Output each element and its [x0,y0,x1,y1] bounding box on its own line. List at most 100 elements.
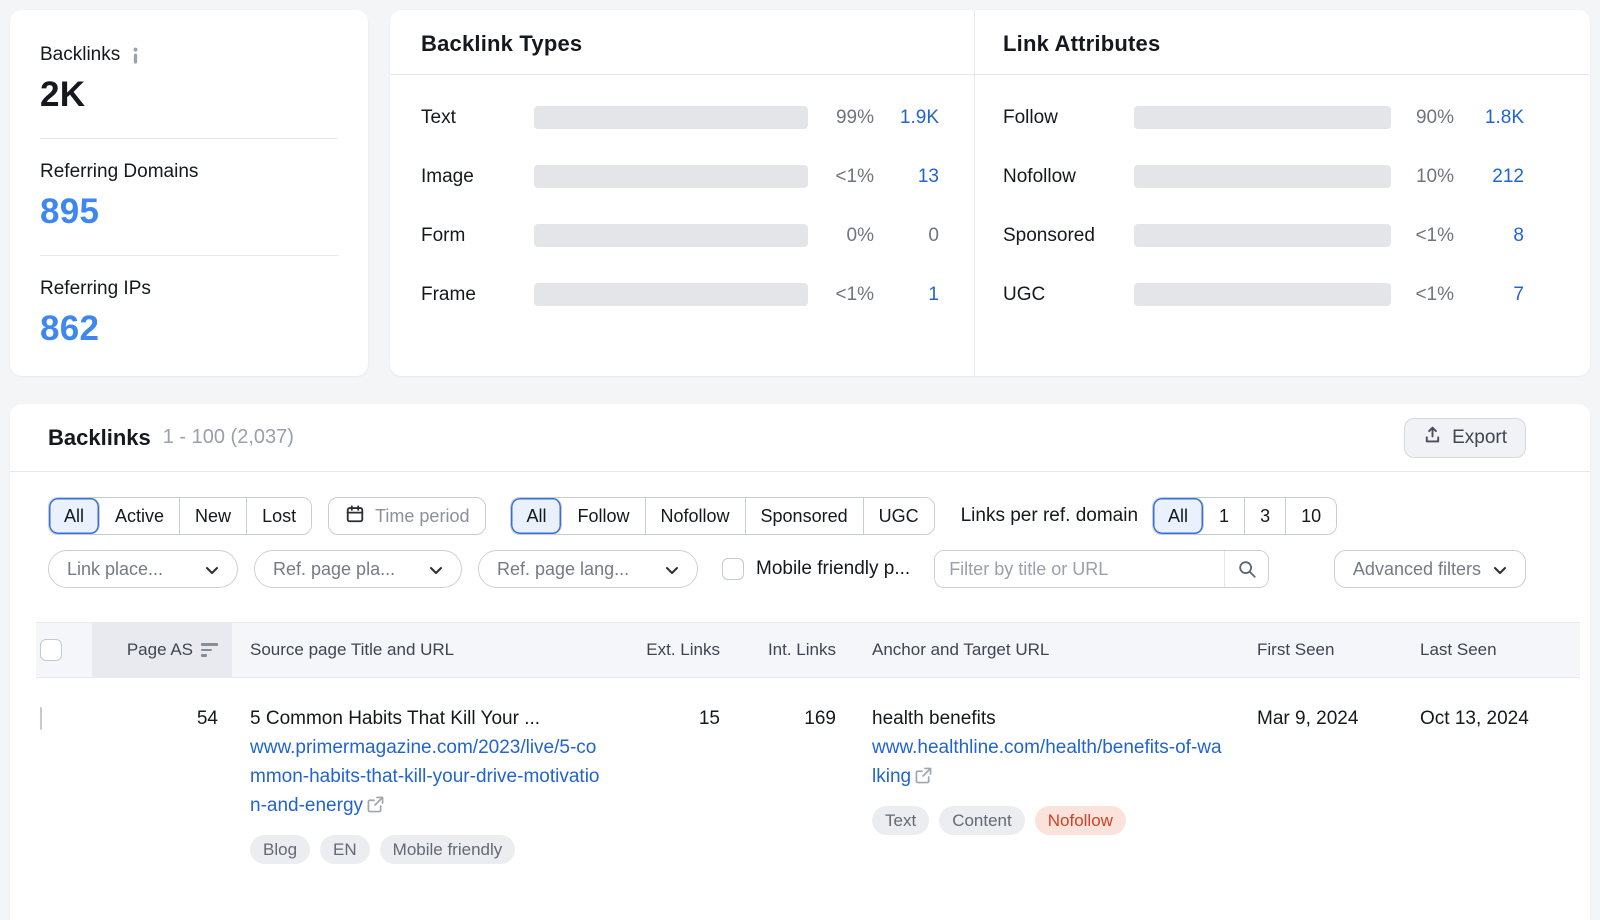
column-header-first-seen: First Seen [1257,640,1335,659]
status-option-active[interactable]: Active [100,498,181,534]
badge-mobile-friendly: Mobile friendly [379,835,516,864]
ref-page-language-dropdown[interactable]: Ref. page lang... [478,550,698,588]
link-placement-dropdown[interactable]: Link place... [48,550,238,588]
title-url-filter [934,550,1270,588]
bar-label: Form [421,224,466,246]
bar-percent: 99% [835,106,874,128]
bar-label: Follow [1003,106,1058,128]
bar-value-link[interactable]: 1 [928,283,939,305]
divider [975,74,1589,75]
backlinks-label: Backlinks [40,44,121,65]
time-period-button[interactable]: Time period [328,497,487,535]
row-checkbox[interactable] [40,707,42,730]
bar-percent: <1% [835,283,874,305]
attr-option-ugc[interactable]: UGC [863,498,934,534]
bar-row-text: Text 99% 1.9K [390,106,974,129]
select-all-checkbox[interactable] [40,639,62,661]
source-page-url[interactable]: www.primermagazine.com/2023/live/5-commo… [250,733,606,822]
lpd-option-all[interactable]: All [1153,498,1205,534]
info-icon[interactable] [129,47,142,64]
calendar-icon [345,504,365,529]
bar-percent: 0% [846,224,874,246]
referring-domains-value[interactable]: 895 [40,192,100,231]
upload-icon [1423,425,1442,450]
lpd-option-3[interactable]: 3 [1245,498,1287,534]
link-placement-label: Link place... [67,558,164,579]
cell-anchor: health benefits www.healthline.com/healt… [842,678,1242,864]
divider [40,138,338,139]
table-header-bar: Backlinks 1 - 100 (2,037) Export [10,404,1590,472]
ref-page-language-label: Ref. page lang... [497,558,630,579]
export-button[interactable]: Export [1404,417,1526,458]
attr-option-all[interactable]: All [511,498,563,534]
column-header-ext-links: Ext. Links [646,640,720,659]
cell-source: 5 Common Habits That Kill Your ... www.p… [232,678,630,864]
link-attributes-title: Link Attributes [1003,31,1161,56]
divider [390,74,974,75]
column-header-page-as[interactable]: Page AS [92,623,232,677]
bar-track [1134,106,1391,129]
attr-option-sponsored[interactable]: Sponsored [745,498,864,534]
bar-row-frame: Frame <1% 1 [390,283,974,306]
chevron-down-icon [665,559,679,580]
divider [40,255,338,256]
referring-ips-value[interactable]: 862 [40,309,100,348]
filters: All Active New Lost Time period All Foll… [10,472,1590,588]
result-range: 1 - 100 (2,037) [162,426,294,448]
column-header-int-links: Int. Links [767,640,836,659]
status-segmented-control: All Active New Lost [48,497,313,535]
mobile-friendly-label: Mobile friendly p... [756,558,911,579]
bar-row-form: Form 0% 0 [390,224,974,247]
search-icon [1238,561,1256,578]
lpd-option-1[interactable]: 1 [1204,498,1246,534]
export-label: Export [1452,426,1507,448]
anchor-text: health benefits [872,708,996,729]
cell-first-seen: Mar 9, 2024 [1257,708,1359,729]
search-input[interactable] [935,551,1225,587]
search-button[interactable] [1224,551,1269,587]
attr-option-follow[interactable]: Follow [562,498,646,534]
bar-row-nofollow: Nofollow 10% 212 [975,165,1589,188]
badge-language: EN [320,835,370,864]
chevron-down-icon [429,559,443,580]
cell-last-seen: Oct 13, 2024 [1420,708,1529,729]
bar-track [1134,165,1391,188]
cell-int-links: 169 [804,708,836,729]
source-page-title: 5 Common Habits That Kill Your ... [250,708,541,729]
status-option-all[interactable]: All [49,498,101,534]
bar-track [534,165,808,188]
ref-page-platform-label: Ref. page pla... [273,558,396,579]
sort-descending-icon[interactable] [201,643,218,657]
ref-page-platform-dropdown[interactable]: Ref. page pla... [254,550,462,588]
table-row: 54 5 Common Habits That Kill Your ... ww… [36,678,1580,864]
cell-page-as: 54 [196,708,218,729]
status-option-lost[interactable]: Lost [247,498,312,534]
badge-nofollow: Nofollow [1034,806,1126,835]
badge-content: Content [939,806,1025,835]
target-url[interactable]: www.healthline.com/health/benefits-of-wa… [872,733,1222,793]
bar-value-link[interactable]: 13 [917,165,939,187]
backlink-types-title: Backlink Types [421,31,583,56]
bar-value-link[interactable]: 1.9K [899,106,939,128]
backlink-types-panel: Backlink Types Text 99% 1.9K Image <1% 1… [390,10,975,376]
bar-value-link[interactable]: 212 [1492,165,1524,187]
table-column-headers: Page AS Source page Title and URL Ext. L… [36,622,1580,678]
external-link-icon[interactable] [915,764,932,793]
bar-value-link[interactable]: 8 [1513,224,1524,246]
bar-value-link[interactable]: 1.8K [1484,106,1524,128]
external-link-icon[interactable] [367,793,384,822]
attr-option-nofollow[interactable]: Nofollow [645,498,746,534]
filter-row-1: All Active New Lost Time period All Foll… [48,497,1552,535]
bar-track [534,283,808,306]
advanced-filters-dropdown[interactable]: Advanced filters [1333,550,1526,588]
links-per-domain-label: Links per ref. domain [960,505,1139,526]
lpd-option-10[interactable]: 10 [1286,498,1337,534]
mobile-friendly-checkbox[interactable] [722,558,744,580]
chevron-down-icon [1493,559,1507,580]
bar-value-link[interactable]: 7 [1513,283,1524,305]
attribute-segmented-control: All Follow Nofollow Sponsored UGC [510,497,935,535]
backlinks-metric-label: Backlinks [40,44,338,66]
link-attributes-panel: Link Attributes Follow 90% 1.8K Nofollow… [975,10,1589,376]
status-option-new[interactable]: New [180,498,248,534]
chevron-down-icon [205,559,219,580]
